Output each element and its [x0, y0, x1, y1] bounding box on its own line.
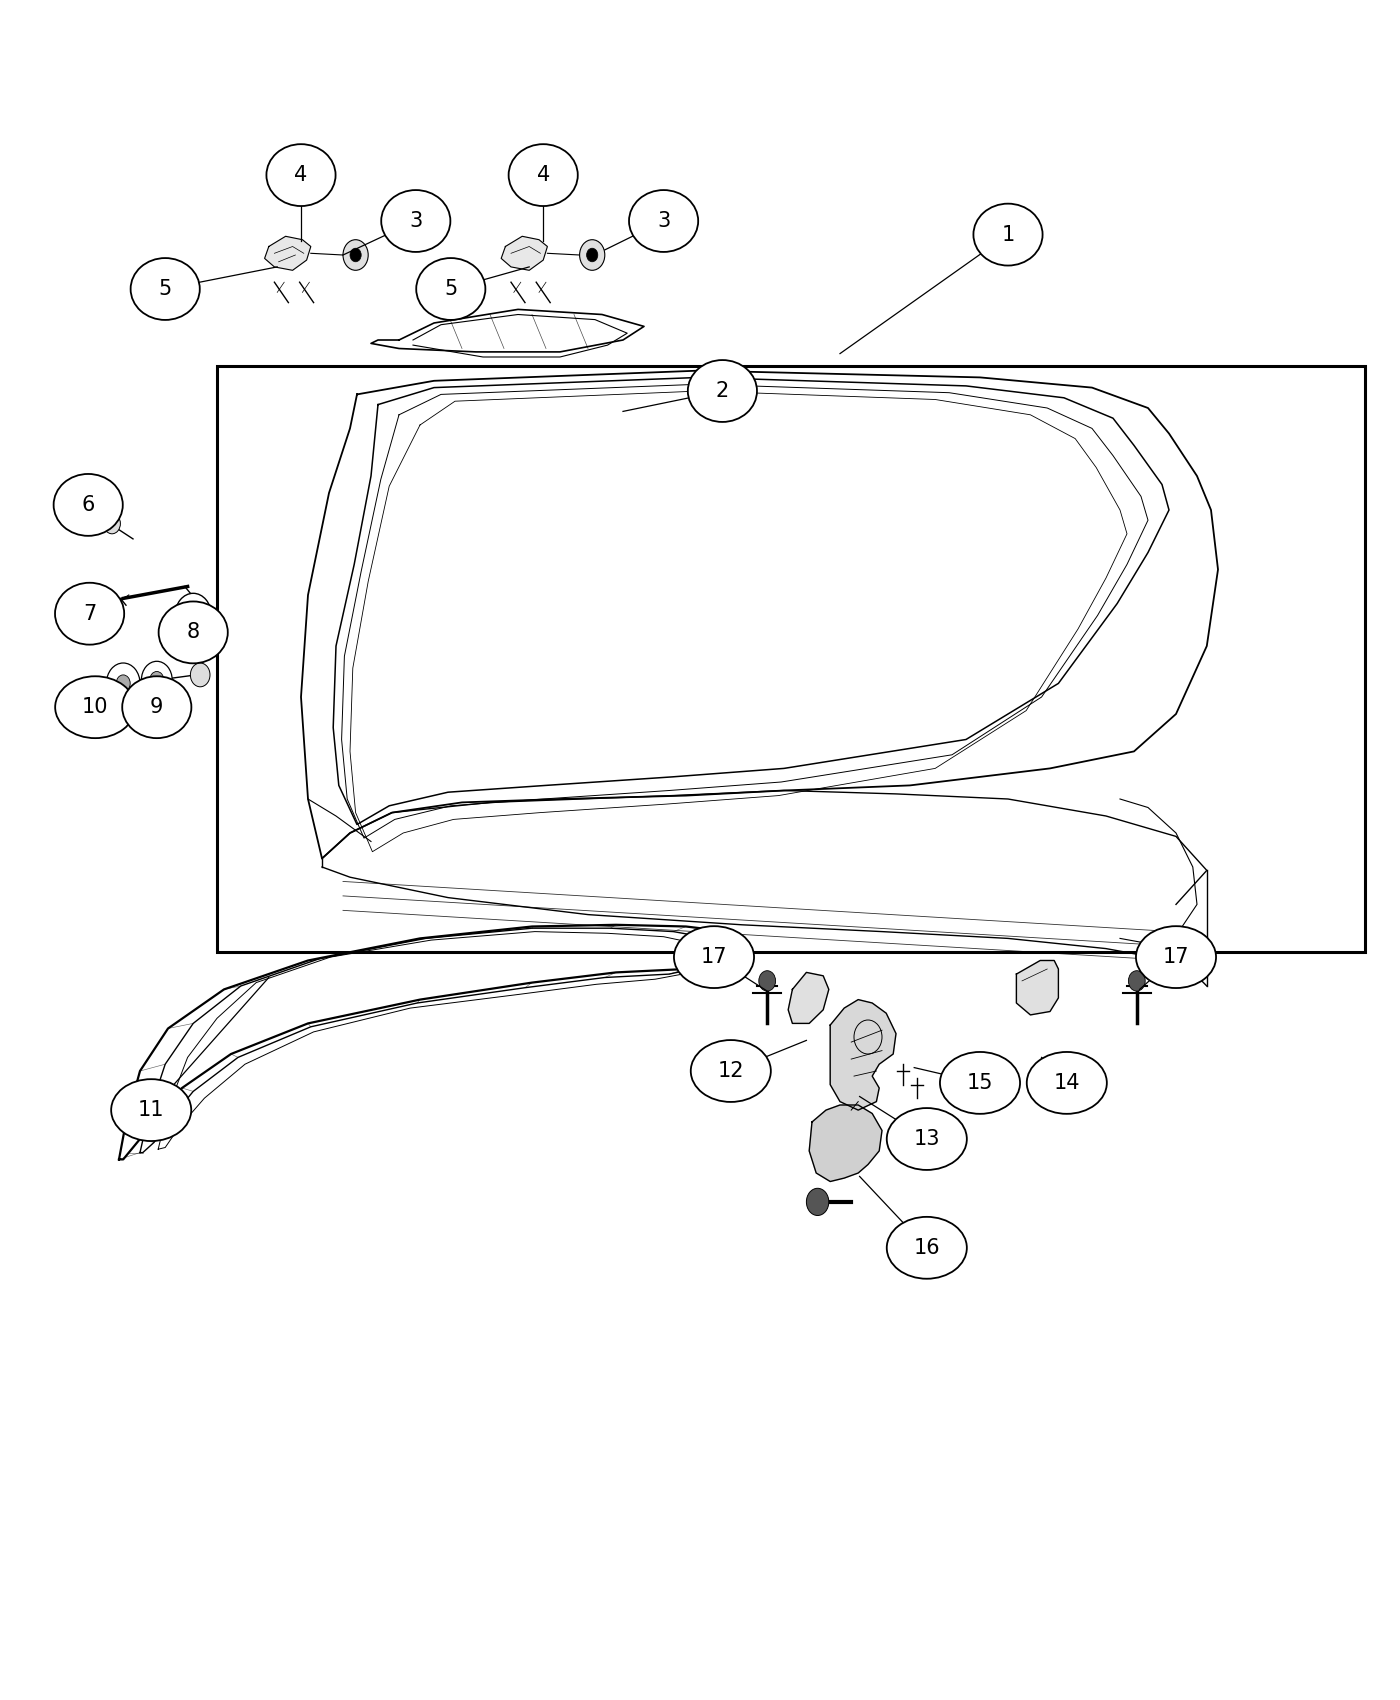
- Text: 5: 5: [444, 279, 458, 299]
- Text: 3: 3: [657, 211, 671, 231]
- Text: 15: 15: [967, 1073, 993, 1093]
- Circle shape: [175, 593, 211, 638]
- Ellipse shape: [687, 360, 757, 422]
- Circle shape: [116, 675, 130, 692]
- Text: 17: 17: [1163, 947, 1189, 967]
- Circle shape: [343, 240, 368, 270]
- Circle shape: [587, 248, 598, 262]
- Polygon shape: [830, 1000, 896, 1110]
- Ellipse shape: [158, 602, 228, 663]
- Text: 8: 8: [186, 622, 200, 643]
- Circle shape: [759, 971, 776, 991]
- Ellipse shape: [416, 258, 486, 320]
- Ellipse shape: [55, 583, 125, 644]
- Ellipse shape: [886, 1217, 967, 1278]
- Text: 17: 17: [701, 947, 727, 967]
- Text: 5: 5: [158, 279, 172, 299]
- Text: 3: 3: [409, 211, 423, 231]
- Circle shape: [350, 248, 361, 262]
- Text: 1: 1: [1001, 224, 1015, 245]
- Text: 4: 4: [536, 165, 550, 185]
- Text: 9: 9: [150, 697, 164, 717]
- Circle shape: [190, 663, 210, 687]
- Ellipse shape: [690, 1040, 771, 1102]
- Ellipse shape: [1026, 1052, 1107, 1114]
- Circle shape: [104, 513, 120, 534]
- Polygon shape: [265, 236, 311, 270]
- Ellipse shape: [1135, 927, 1217, 988]
- Ellipse shape: [122, 677, 192, 738]
- Polygon shape: [501, 236, 547, 270]
- Text: 12: 12: [718, 1061, 743, 1081]
- Text: 7: 7: [83, 604, 97, 624]
- Ellipse shape: [111, 1080, 192, 1141]
- Text: 13: 13: [914, 1129, 939, 1149]
- Ellipse shape: [673, 927, 755, 988]
- Text: 10: 10: [83, 697, 108, 717]
- Text: 14: 14: [1054, 1073, 1079, 1093]
- Ellipse shape: [629, 190, 699, 252]
- Polygon shape: [809, 1105, 882, 1182]
- Ellipse shape: [939, 1052, 1021, 1114]
- Ellipse shape: [130, 258, 200, 320]
- Ellipse shape: [55, 677, 136, 738]
- Text: 6: 6: [81, 495, 95, 515]
- Circle shape: [1128, 971, 1145, 991]
- Text: 16: 16: [913, 1238, 941, 1258]
- Ellipse shape: [886, 1108, 967, 1170]
- Ellipse shape: [53, 474, 123, 536]
- Text: 4: 4: [294, 165, 308, 185]
- Circle shape: [141, 661, 172, 699]
- Circle shape: [806, 1188, 829, 1216]
- Ellipse shape: [973, 204, 1043, 265]
- Polygon shape: [788, 972, 829, 1023]
- Text: 11: 11: [139, 1100, 164, 1120]
- Polygon shape: [1016, 960, 1058, 1015]
- Ellipse shape: [508, 144, 578, 206]
- Circle shape: [185, 605, 202, 626]
- Text: 2: 2: [715, 381, 729, 401]
- Circle shape: [106, 663, 140, 704]
- Ellipse shape: [266, 144, 336, 206]
- Circle shape: [150, 672, 164, 688]
- Circle shape: [580, 240, 605, 270]
- Ellipse shape: [381, 190, 451, 252]
- Bar: [217, 366, 1365, 952]
